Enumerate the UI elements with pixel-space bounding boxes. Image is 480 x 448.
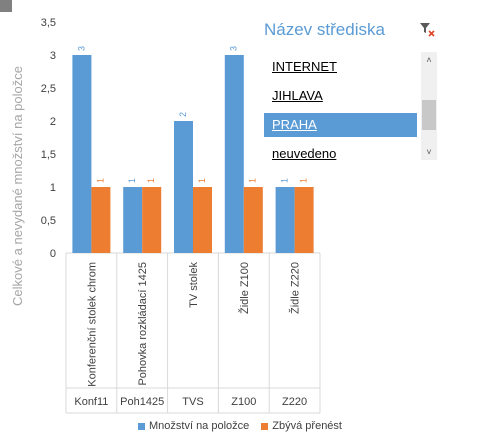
bar-zbyva-Poh1425[interactable] <box>142 187 162 253</box>
chart-corner-marker <box>0 0 12 12</box>
bar-mnozstvi-Z220[interactable] <box>275 187 295 253</box>
slicer-item-list: INTERNET JIHLAVA PRAHA neuvedeno <box>264 55 417 171</box>
x-group-label: Poh1425 <box>120 396 164 408</box>
data-label: 1 <box>146 178 156 183</box>
x-group-label: Konf11 <box>74 396 108 408</box>
slicer-title: Název střediska <box>264 20 385 39</box>
data-label: 1 <box>197 178 207 183</box>
legend-entry: Zbývá přenést <box>261 420 342 432</box>
bar-mnozstvi-TVS[interactable] <box>174 121 193 253</box>
y-axis-label: Celkové a nevydané množství na položce <box>10 66 25 306</box>
bar-zbyva-TVS[interactable] <box>193 187 212 253</box>
slicer-item-neuvedeno[interactable]: neuvedeno <box>272 146 337 161</box>
bar-zbyva-Z100[interactable] <box>243 187 263 253</box>
legend-swatch <box>138 422 145 430</box>
x-tick-label: Židle Z100 <box>238 262 251 314</box>
data-label: 1 <box>298 178 308 183</box>
scroll-down-icon[interactable]: ˅ <box>426 147 432 157</box>
x-group-label: TVS <box>182 396 203 408</box>
bar-mnozstvi-Z100[interactable] <box>224 55 244 253</box>
data-label: 1 <box>279 178 289 183</box>
y-tick-label: 1,5 <box>41 149 56 161</box>
data-label: 1 <box>127 178 137 183</box>
data-label: 3 <box>229 46 239 51</box>
x-group-label: Z100 <box>231 396 256 408</box>
y-tick-label: 3 <box>50 50 56 62</box>
bar-zbyva-Z220[interactable] <box>294 187 314 253</box>
scroll-thumb[interactable] <box>422 100 436 130</box>
slicer-scrollbar[interactable]: ˄ ˅ <box>421 52 437 160</box>
bar-mnozstvi-Poh1425[interactable] <box>123 187 143 253</box>
x-tick-label: TV stolek <box>188 262 200 308</box>
legend-label: Zbývá přenést <box>272 420 342 432</box>
bar-zbyva-Konf11[interactable] <box>91 187 111 253</box>
scroll-up-icon[interactable]: ˄ <box>426 55 432 65</box>
legend-swatch <box>261 422 269 430</box>
data-label: 2 <box>178 112 188 117</box>
legend-entry: Množství na položce <box>138 420 249 432</box>
slicer-item-praha[interactable]: PRAHA <box>264 113 417 137</box>
y-tick-label: 0,5 <box>41 215 56 227</box>
x-tick-label: Pohovka rozkládací 1425 <box>137 262 149 386</box>
x-group-label: Z220 <box>282 396 307 408</box>
data-label: 1 <box>95 178 105 183</box>
slicer-item-jihlava[interactable]: JIHLAVA <box>272 88 323 103</box>
x-tick-label: Židle Z220 <box>289 262 302 314</box>
clear-filter-icon[interactable] <box>418 20 436 38</box>
y-tick-label: 2,5 <box>41 83 56 95</box>
data-label: 1 <box>248 178 258 183</box>
y-tick-label: 0 <box>50 248 56 260</box>
chart-legend: Množství na položce Zbývá přenést <box>0 420 480 433</box>
x-tick-label: Konferenční stolek chrom <box>86 262 98 387</box>
slicer-item-internet[interactable]: INTERNET <box>272 59 337 74</box>
y-tick-label: 1 <box>50 182 56 194</box>
data-label: 3 <box>76 46 86 51</box>
legend-label: Množství na položce <box>149 420 250 432</box>
bar-mnozstvi-Konf11[interactable] <box>72 55 92 253</box>
slicer-panel: Název střediska INTERNET JIHLAVA PRAHA neuv… <box>258 10 442 161</box>
y-tick-label: 3,5 <box>41 17 56 29</box>
y-tick-label: 2 <box>50 116 56 128</box>
